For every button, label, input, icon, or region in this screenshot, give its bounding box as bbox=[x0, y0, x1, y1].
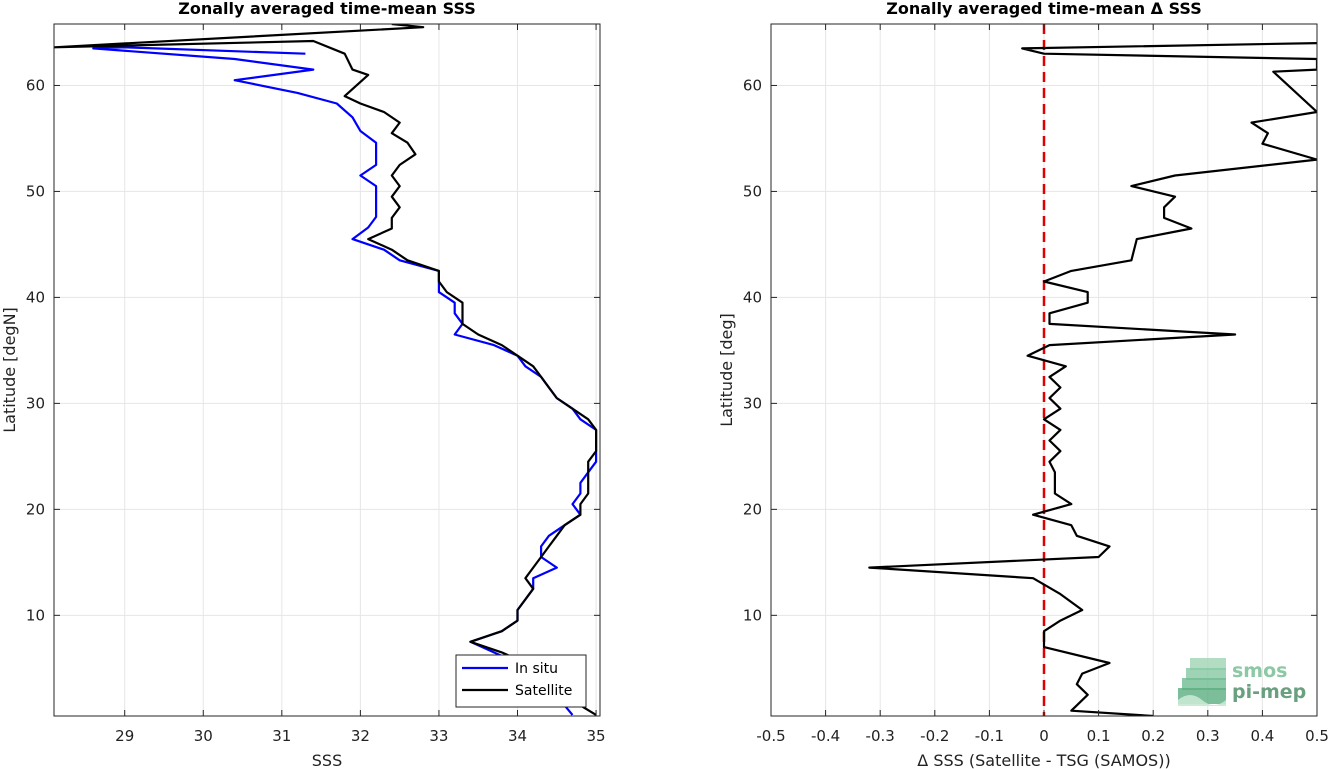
legend: In situ Satellite bbox=[455, 654, 587, 708]
left-plot-background bbox=[54, 24, 600, 716]
right-y-axis-label: Latitude [deg] bbox=[717, 313, 736, 427]
left-panel: 29 30 31 32 33 34 35 10 20 30 40 50 60 Zonally avera… bbox=[0, 0, 606, 769]
left-ytick-label-4: 50 bbox=[26, 182, 45, 200]
right-xtick-label-1: -0.4 bbox=[811, 727, 840, 745]
logo-emblem bbox=[1178, 658, 1226, 706]
left-y-axis-label: Latitude [degN] bbox=[0, 307, 19, 433]
right-xtick-label-4: -0.1 bbox=[975, 727, 1004, 745]
left-ytick-label-5: 60 bbox=[26, 76, 45, 94]
left-xtick-label-0: 29 bbox=[115, 727, 134, 745]
right-series-line-0 bbox=[868, 42, 1317, 716]
right-xtick-label-6: 0.1 bbox=[1087, 727, 1111, 745]
right-series-group bbox=[868, 42, 1317, 716]
right-ytick-label-4: 50 bbox=[743, 182, 762, 200]
left-xtick-label-2: 31 bbox=[272, 727, 291, 745]
right-xtick-label-5: 0 bbox=[1039, 727, 1049, 745]
right-x-axis-label: Δ SSS (Satellite - TSG (SAMOS)) bbox=[917, 751, 1170, 769]
left-xtick-label-6: 35 bbox=[587, 727, 606, 745]
right-ytick-label-5: 60 bbox=[743, 76, 762, 94]
right-xtick-label-7: 0.2 bbox=[1141, 727, 1165, 745]
left-series-group bbox=[54, 24, 598, 716]
right-panel: -0.5 -0.4 -0.3 -0.2 -0.1 0 0.1 0.2 0.3 0.4 0.5 10 20… bbox=[717, 0, 1329, 769]
left-xtick-label-1: 30 bbox=[194, 727, 213, 745]
legend-box bbox=[455, 654, 587, 708]
right-xtick-label-2: -0.3 bbox=[866, 727, 895, 745]
right-xtick-label-9: 0.4 bbox=[1250, 727, 1274, 745]
left-plot-frame bbox=[53, 23, 601, 717]
right-ytick-label-3: 40 bbox=[743, 288, 762, 306]
left-series-line-satellite bbox=[54, 24, 598, 716]
left-x-axis-label: SSS bbox=[312, 751, 342, 769]
left-chart-title: Zonally averaged time-mean SSS bbox=[178, 0, 476, 18]
left-ytick-label-0: 10 bbox=[26, 606, 45, 624]
right-xtick-label-3: -0.2 bbox=[920, 727, 949, 745]
right-ytick-label-2: 30 bbox=[743, 394, 762, 412]
left-xtick-label-5: 34 bbox=[508, 727, 527, 745]
left-xtick-label-4: 33 bbox=[429, 727, 448, 745]
left-ticks: 29 30 31 32 33 34 35 10 20 30 40 50 60 bbox=[26, 24, 606, 745]
left-grid bbox=[54, 24, 600, 716]
left-ytick-label-2: 30 bbox=[26, 394, 45, 412]
right-ytick-label-0: 10 bbox=[743, 606, 762, 624]
left-ytick-label-3: 40 bbox=[26, 288, 45, 306]
right-xtick-label-10: 0.5 bbox=[1305, 727, 1329, 745]
legend-label-in-situ: In situ bbox=[515, 661, 558, 677]
right-xtick-label-8: 0.3 bbox=[1196, 727, 1220, 745]
right-ticks: -0.5 -0.4 -0.3 -0.2 -0.1 0 0.1 0.2 0.3 0.4 0.5 10 20… bbox=[743, 24, 1329, 745]
left-ytick-label-1: 20 bbox=[26, 500, 45, 518]
left-xtick-label-3: 32 bbox=[351, 727, 370, 745]
logo-text-pi-mep: pi-mep bbox=[1232, 681, 1306, 703]
smos-pi-mep-logo: smos pi-mep bbox=[1178, 658, 1306, 706]
right-ytick-label-1: 20 bbox=[743, 500, 762, 518]
right-chart-title: Zonally averaged time-mean Δ SSS bbox=[886, 0, 1202, 18]
logo-text-smos: smos bbox=[1232, 660, 1287, 682]
right-xtick-label-0: -0.5 bbox=[756, 727, 785, 745]
legend-label-satellite: Satellite bbox=[515, 683, 572, 699]
